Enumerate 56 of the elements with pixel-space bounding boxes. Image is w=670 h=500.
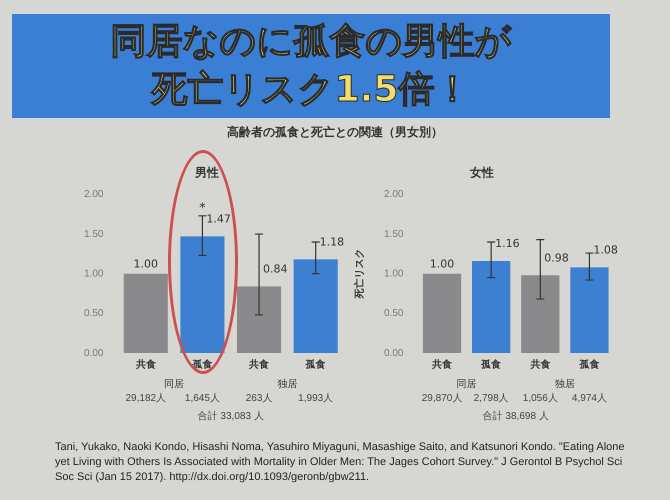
chart-title: 男性 [194,165,219,180]
annotation: * [199,200,206,216]
y-tick-label: 0.50 [384,308,404,320]
text: 1,645人 [184,393,220,404]
x-tick-label: 共食 [134,358,156,371]
y-tick-label: 2.00 [84,189,104,200]
bar [570,267,609,353]
chart-title: 女性 [469,165,494,180]
text: 2,798人 [474,393,509,404]
y-tick-label: 1.50 [384,228,404,240]
text: 独居 [554,378,575,390]
x-tick-label: 孤食 [578,358,600,371]
text: 高齢者の孤食と死亡との関連（男女別） [226,124,444,141]
text: 合計 33,083 人 [198,410,264,422]
text: 4,974人 [572,393,607,404]
data-label: 1.18 [320,235,344,248]
text: 263人 [246,393,272,404]
x-tick-label: 共食 [431,358,452,371]
y-tick-label: 0.00 [384,348,404,359]
text: 1,993人 [298,393,334,404]
data-label: 1.08 [593,243,618,256]
data-label: 1.00 [430,258,454,271]
y-axis-title: 死亡リスク [354,248,366,300]
bar [180,236,224,353]
y-tick-label: 0.50 [84,308,104,320]
x-tick-label: 共食 [529,358,550,371]
x-tick-label: 孤食 [480,358,502,371]
text: 同居なのに孤食の男性が [110,20,513,64]
bar [422,274,462,353]
text: 29,870人 [422,393,462,404]
bar [124,274,168,353]
bar [472,261,510,353]
bar [236,286,282,353]
data-label: 1.47 [206,212,231,226]
y-tick-label: 1.50 [84,228,104,240]
data-label: 1.16 [495,237,520,250]
data-label: 1.00 [134,258,158,271]
text: 同居 [456,379,477,390]
text: 同居 [164,379,184,390]
text: 独居 [277,378,298,390]
x-tick-label: 共食 [248,358,270,371]
text: 1,056人 [522,393,558,404]
text: 合計 38,698 人 [482,410,549,422]
y-tick-label: 1.00 [84,268,104,280]
bar [294,259,338,353]
text: 29,182人 [125,393,166,404]
y-tick-label: 0.00 [84,348,104,359]
text: Tani, Yukako, Naoki Kondo, Hisashi Noma, Yasuhiro Miyaguni, Masashige Saito, and Katsunori Kondo. "Eating Alone yet Living with Others Is Associated with Mortality in Older Men: The Jages Cohort Survey." J Gerontol B Psychol Sci Soc Sci (Jan 15 2017). http://dx.doi.org/10.1093/geronb/gbw211. [55,440,626,485]
y-tick-label: 2.00 [384,189,404,200]
data-label: 0.98 [544,251,569,264]
data-label: 0.84 [263,262,288,276]
x-tick-label: 孤食 [304,358,326,371]
y-tick-label: 1.00 [384,268,404,280]
bar [521,275,560,353]
text: 死亡リスク1.5倍！ [150,68,472,112]
x-tick-label: 孤食 [191,358,212,371]
